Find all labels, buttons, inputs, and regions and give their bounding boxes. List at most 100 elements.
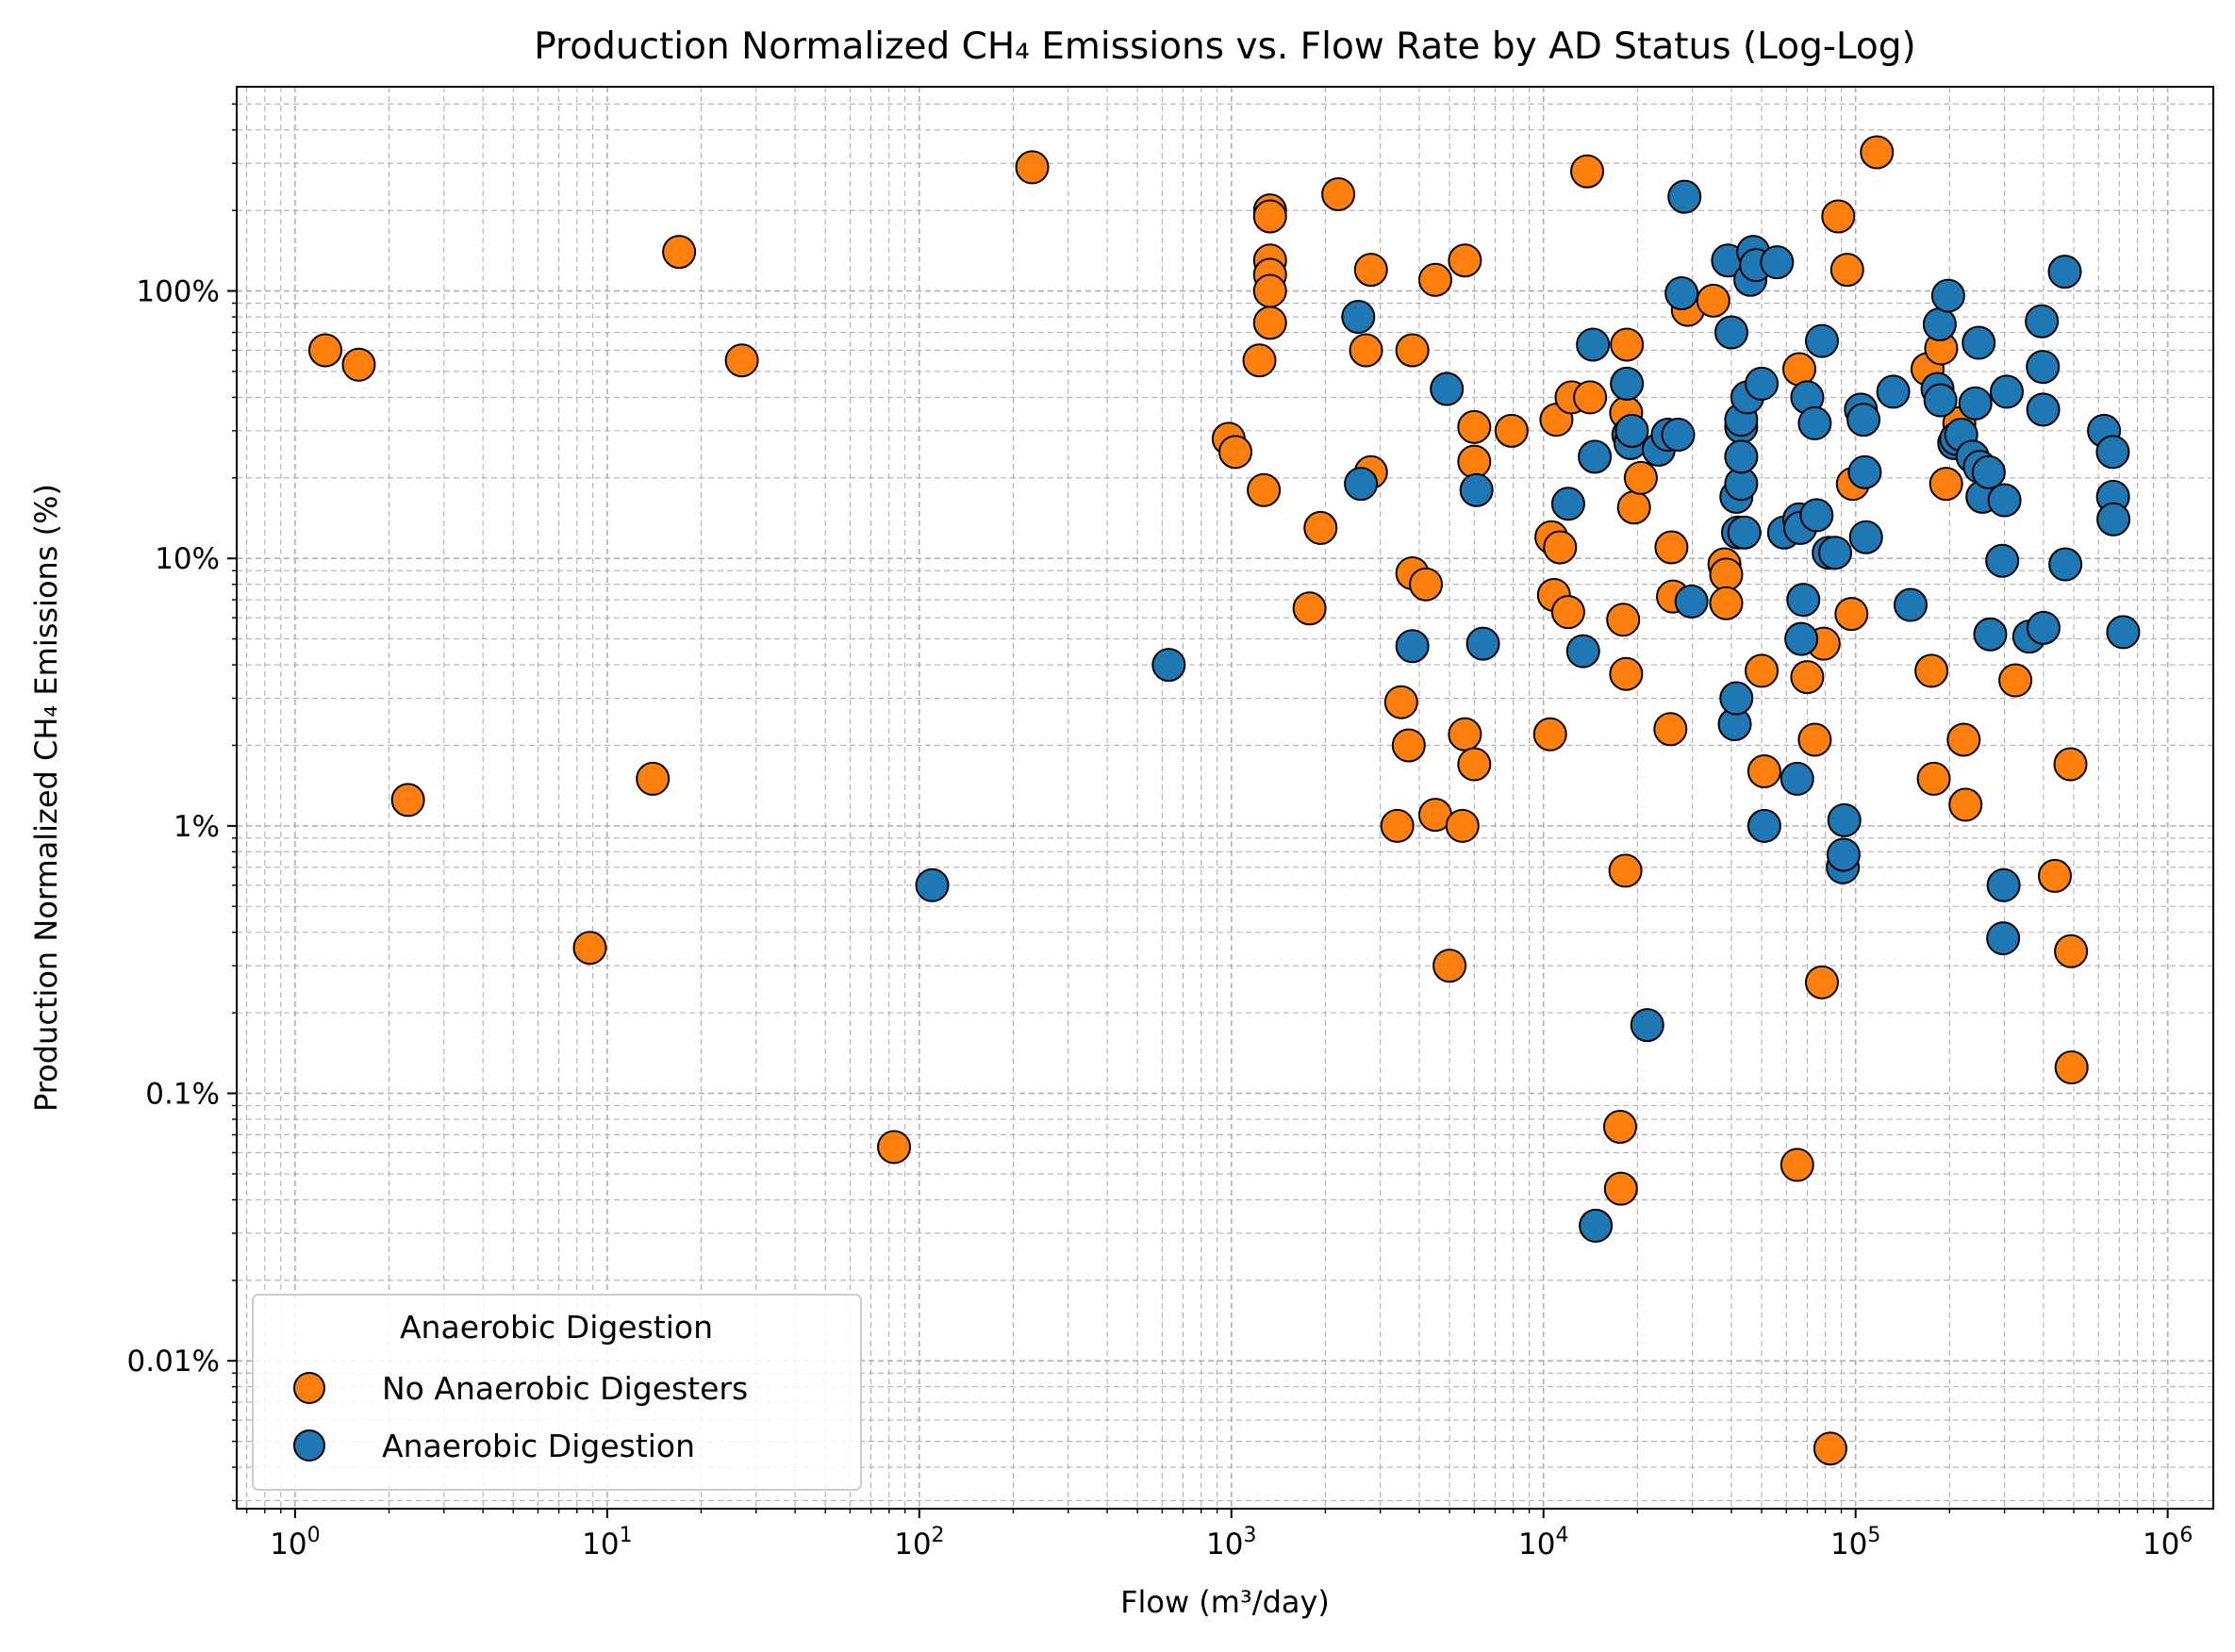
data-point <box>1465 626 1500 661</box>
data-point <box>1923 383 1958 418</box>
grid <box>237 87 2213 1509</box>
data-point <box>1457 409 1492 444</box>
data-point <box>1827 802 1862 837</box>
legend: Anaerobic Digestion No Anaerobic Digeste… <box>252 1294 862 1491</box>
data-point <box>1813 1431 1847 1466</box>
data-point <box>1747 753 1781 788</box>
data-point <box>1576 327 1611 362</box>
x-axis-label: Flow (m³/day) <box>1120 1584 1330 1620</box>
data-point <box>1543 530 1578 565</box>
y-tick-label: 0.01% <box>127 1345 220 1379</box>
data-point <box>1383 685 1418 719</box>
data-point <box>1930 278 1965 313</box>
data-point <box>2047 255 2082 289</box>
data-point <box>2026 610 2061 645</box>
data-point <box>1252 306 1287 340</box>
data-point <box>1876 374 1911 409</box>
data-point <box>1579 1208 1614 1243</box>
data-point <box>1532 717 1567 752</box>
data-point <box>1432 949 1467 983</box>
data-point <box>1457 444 1492 479</box>
data-point <box>1448 717 1482 752</box>
data-point <box>1914 653 1949 688</box>
data-point <box>1457 747 1492 782</box>
legend-label-ad: Anaerobic Digestion <box>382 1428 695 1464</box>
legend-title: Anaerobic Digestion <box>400 1309 713 1346</box>
data-point <box>1623 460 1658 495</box>
data-point <box>1780 761 1814 796</box>
data-point <box>1353 253 1388 288</box>
data-point <box>1826 837 1861 872</box>
data-point <box>1151 648 1186 683</box>
data-point <box>1667 179 1702 214</box>
x-tick-label: 106 <box>2143 1524 2193 1561</box>
data-point <box>1760 245 1795 280</box>
data-point <box>1341 300 1376 335</box>
data-point <box>1654 530 1689 565</box>
data-point <box>1570 154 1605 189</box>
data-point <box>1709 557 1744 592</box>
data-point <box>1550 595 1585 630</box>
data-point <box>1573 380 1608 415</box>
data-point <box>1565 634 1600 669</box>
y-tick-label: 10% <box>155 542 220 576</box>
data-point <box>724 343 759 378</box>
data-point <box>1922 306 1957 341</box>
data-point <box>1818 536 1853 570</box>
data-point <box>1958 386 1993 421</box>
data-point <box>1614 413 1649 448</box>
data-point <box>307 333 342 368</box>
data-points <box>307 135 2141 1466</box>
data-point <box>1714 315 1748 350</box>
data-point <box>1821 199 1856 234</box>
x-tick-label: 101 <box>582 1524 632 1561</box>
data-point <box>1674 584 1709 619</box>
data-point <box>1747 808 1781 843</box>
data-point <box>1578 439 1613 474</box>
y-tick-label: 100% <box>136 275 220 309</box>
series-no-anaerobic-digesters <box>307 135 2089 1466</box>
data-point <box>1745 366 1780 401</box>
data-point <box>1303 510 1338 545</box>
data-point <box>1780 1148 1814 1182</box>
data-point <box>1321 176 1356 211</box>
data-point <box>2106 615 2141 650</box>
data-point <box>1661 418 1696 453</box>
data-point <box>1630 1008 1664 1043</box>
data-point <box>1606 603 1641 637</box>
data-point <box>1610 327 1645 362</box>
data-point <box>1610 366 1645 401</box>
data-point <box>1448 243 1482 278</box>
data-point <box>1445 808 1480 843</box>
data-point <box>2025 304 2060 339</box>
data-point <box>1797 405 1832 440</box>
data-point <box>1608 853 1643 888</box>
data-point <box>2054 933 2089 968</box>
data-point <box>1987 483 2022 518</box>
data-point <box>1349 333 1383 368</box>
data-point <box>1834 597 1869 632</box>
data-point <box>2037 858 2072 893</box>
data-point <box>1653 712 1688 747</box>
data-point <box>1893 587 1928 622</box>
data-point <box>1292 591 1327 626</box>
data-point <box>1848 520 1883 554</box>
data-point <box>1709 586 1744 620</box>
data-point <box>1986 921 2021 956</box>
data-point <box>1395 333 1430 368</box>
data-point <box>1804 965 1839 999</box>
chart-title: Production Normalized CH₄ Emissions vs. … <box>534 25 1916 68</box>
data-point <box>1252 199 1287 234</box>
x-tick-label: 103 <box>1206 1524 1256 1561</box>
data-point <box>1804 323 1839 358</box>
data-point <box>1971 454 2006 489</box>
data-point <box>662 235 697 270</box>
data-point <box>1998 663 2033 698</box>
data-point <box>1242 343 1277 378</box>
data-point <box>1786 583 1821 618</box>
data-point <box>1409 567 1444 602</box>
series-anaerobic-digestion <box>915 179 2141 1243</box>
data-point <box>1380 808 1415 843</box>
data-point <box>2048 547 2083 582</box>
